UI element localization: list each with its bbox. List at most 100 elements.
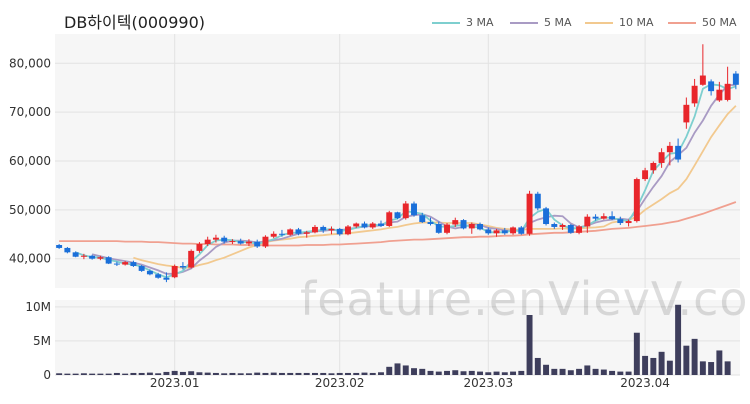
candle-body xyxy=(493,230,500,234)
candle-body xyxy=(402,203,409,219)
volume-bar xyxy=(427,370,434,375)
volume-bar xyxy=(609,370,616,375)
volume-ytick-label: 5M xyxy=(33,334,51,348)
candle-body xyxy=(691,85,698,104)
volume-bar xyxy=(452,370,459,375)
volume-bar xyxy=(543,364,550,375)
candle-body xyxy=(625,221,632,224)
candle-body xyxy=(278,233,285,235)
volume-bar xyxy=(658,351,665,375)
candle-body xyxy=(551,224,558,227)
candle-body xyxy=(89,255,96,259)
volume-bar xyxy=(691,338,698,375)
candle-body xyxy=(683,104,690,123)
candle-body xyxy=(163,277,170,280)
candle-body xyxy=(419,215,426,223)
candle-body xyxy=(699,75,706,85)
volume-bar xyxy=(369,372,376,375)
candle-body xyxy=(254,241,261,247)
candle-body xyxy=(510,227,517,234)
candle-body xyxy=(435,224,442,233)
candle-body xyxy=(105,257,112,264)
candle-body xyxy=(724,83,731,100)
candle-body xyxy=(188,250,195,268)
candle-body xyxy=(675,145,682,160)
candle-body xyxy=(452,220,459,225)
candle-body xyxy=(270,233,277,237)
candle-body xyxy=(295,229,302,234)
volume-bar xyxy=(204,372,211,375)
legend-ma50-swatch xyxy=(668,21,696,24)
candle-body xyxy=(171,266,178,278)
candle-body xyxy=(460,220,467,229)
volume-bar xyxy=(592,368,599,375)
legend-ma5-swatch xyxy=(510,21,538,24)
volume-bar xyxy=(468,370,475,375)
volume-bar xyxy=(320,372,327,375)
legend-ma3[interactable]: 3 MA xyxy=(432,16,494,29)
volume-bar xyxy=(444,370,450,375)
candle-body xyxy=(386,212,393,226)
candle-body xyxy=(328,228,335,231)
candle-body xyxy=(229,241,236,243)
volume-bar xyxy=(683,345,690,375)
candle-body xyxy=(501,230,508,234)
volume-ytick-label: 0 xyxy=(43,368,51,382)
volume-bar xyxy=(699,361,706,375)
volume-bar xyxy=(56,373,63,375)
volume-bar xyxy=(229,372,236,375)
volume-bar xyxy=(311,372,318,375)
candle-body xyxy=(444,224,450,233)
legend-ma50[interactable]: 50 MA xyxy=(668,16,737,29)
candle-body xyxy=(64,247,71,253)
chart-title: DB하이텍(000990) xyxy=(64,13,206,32)
volume-bar xyxy=(666,360,673,375)
candle-body xyxy=(633,179,640,222)
volume-ytick-label: 10M xyxy=(25,300,51,314)
volume-bar xyxy=(386,366,393,375)
candle-body xyxy=(518,227,525,234)
legend-ma5[interactable]: 5 MA xyxy=(510,16,572,29)
candle-body xyxy=(534,193,541,209)
legend-ma50-label: 50 MA xyxy=(702,16,737,29)
candle-body xyxy=(526,193,533,234)
volume-bar xyxy=(534,357,541,375)
candle-body xyxy=(650,162,657,171)
candle-body xyxy=(584,216,591,227)
candle-body xyxy=(617,219,624,224)
candle-body xyxy=(666,145,673,153)
volume-bar xyxy=(477,371,484,375)
candle-body xyxy=(212,237,219,240)
volume-bar xyxy=(212,372,219,375)
candle-body xyxy=(245,241,252,244)
volume-bar xyxy=(642,355,649,375)
volume-bar xyxy=(278,372,285,375)
volume-bar xyxy=(237,373,244,375)
volume-bar xyxy=(171,370,178,375)
legend-ma10[interactable]: 10 MA xyxy=(585,16,654,29)
candle-body xyxy=(97,257,104,259)
candle-body xyxy=(468,224,475,229)
volume-plot-area xyxy=(55,300,740,375)
volume-bar xyxy=(138,372,145,375)
volume-bar xyxy=(89,373,96,375)
price-ytick-label: 50,000 xyxy=(9,203,51,217)
candle-body xyxy=(427,222,434,225)
candle-body xyxy=(369,223,376,228)
candle-body xyxy=(56,245,63,248)
volume-bar xyxy=(105,373,112,375)
volume-bar xyxy=(716,350,723,375)
volume-bar xyxy=(254,372,261,375)
volume-bar xyxy=(576,368,583,375)
volume-bar xyxy=(328,373,335,375)
volume-bar xyxy=(600,369,607,375)
candle-body xyxy=(477,224,484,230)
volume-bar xyxy=(262,372,269,375)
candle-body xyxy=(394,212,401,219)
legend-ma10-swatch xyxy=(585,21,613,24)
candle-body xyxy=(287,229,294,235)
volume-bar xyxy=(72,373,79,375)
candle-body xyxy=(345,226,351,235)
volume-bar xyxy=(708,362,715,375)
